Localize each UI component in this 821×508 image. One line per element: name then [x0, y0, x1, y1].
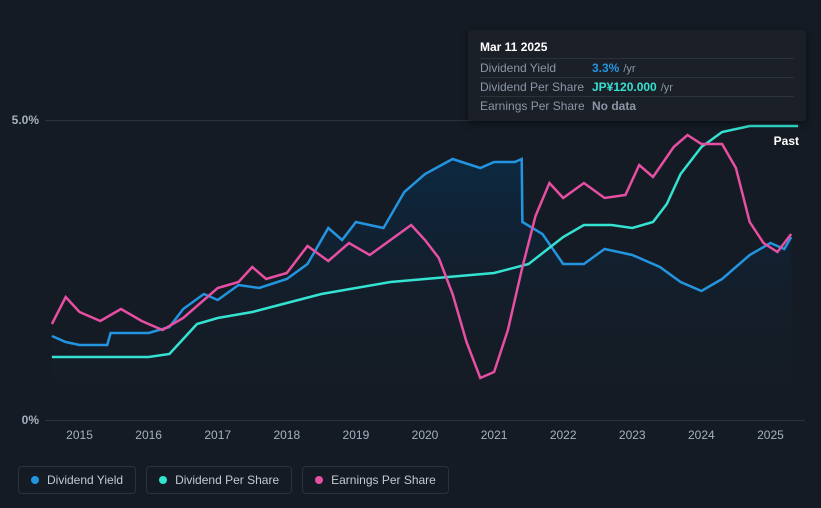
x-tick: 2024	[688, 428, 715, 442]
tooltip-value: 3.3%	[592, 61, 619, 75]
tooltip-date: Mar 11 2025	[480, 38, 794, 58]
chart-legend: Dividend Yield Dividend Per Share Earnin…	[18, 466, 449, 494]
x-tick: 2018	[273, 428, 300, 442]
tooltip-value: JP¥120.000	[592, 80, 657, 94]
legend-item-dividend-yield[interactable]: Dividend Yield	[18, 466, 136, 494]
y-tick-min: 0%	[22, 413, 39, 427]
y-tick-max: 5.0%	[12, 113, 39, 127]
x-tick: 2017	[204, 428, 231, 442]
tooltip-unit: /yr	[661, 82, 673, 94]
legend-dot	[315, 476, 323, 484]
x-tick: 2020	[412, 428, 439, 442]
legend-label: Dividend Per Share	[175, 473, 279, 487]
x-tick: 2021	[481, 428, 508, 442]
tooltip-row-earnings-per-share: Earnings Per Share No data	[480, 96, 794, 115]
tooltip-label: Earnings Per Share	[480, 99, 592, 113]
tooltip-value: No data	[592, 99, 636, 113]
legend-dot	[159, 476, 167, 484]
legend-label: Earnings Per Share	[331, 473, 436, 487]
x-tick: 2023	[619, 428, 646, 442]
gridline-bottom	[45, 420, 805, 421]
tooltip-label: Dividend Per Share	[480, 80, 592, 94]
tooltip-unit: /yr	[623, 63, 635, 75]
plot-area: 5.0% 0% Past 201520162017201820192020202…	[45, 120, 805, 420]
x-tick: 2015	[66, 428, 93, 442]
legend-dot	[31, 476, 39, 484]
tooltip-row-dividend-per-share: Dividend Per Share JP¥120.000 /yr	[480, 77, 794, 96]
past-label: Past	[774, 134, 799, 148]
chart-svg	[45, 120, 805, 420]
chart-tooltip: Mar 11 2025 Dividend Yield 3.3% /yr Divi…	[468, 30, 806, 121]
x-tick: 2022	[550, 428, 577, 442]
dividend-chart: 5.0% 0% Past 2015 2016 2017 2018 2019 2020 202…	[0, 0, 821, 508]
x-tick: 2016	[135, 428, 162, 442]
x-tick: 2019	[343, 428, 370, 442]
tooltip-row-dividend-yield: Dividend Yield 3.3% /yr	[480, 58, 794, 77]
legend-item-dividend-per-share[interactable]: Dividend Per Share	[146, 466, 292, 494]
x-tick: 2025	[757, 428, 784, 442]
tooltip-label: Dividend Yield	[480, 61, 592, 75]
legend-item-earnings-per-share[interactable]: Earnings Per Share	[302, 466, 449, 494]
legend-label: Dividend Yield	[47, 473, 123, 487]
